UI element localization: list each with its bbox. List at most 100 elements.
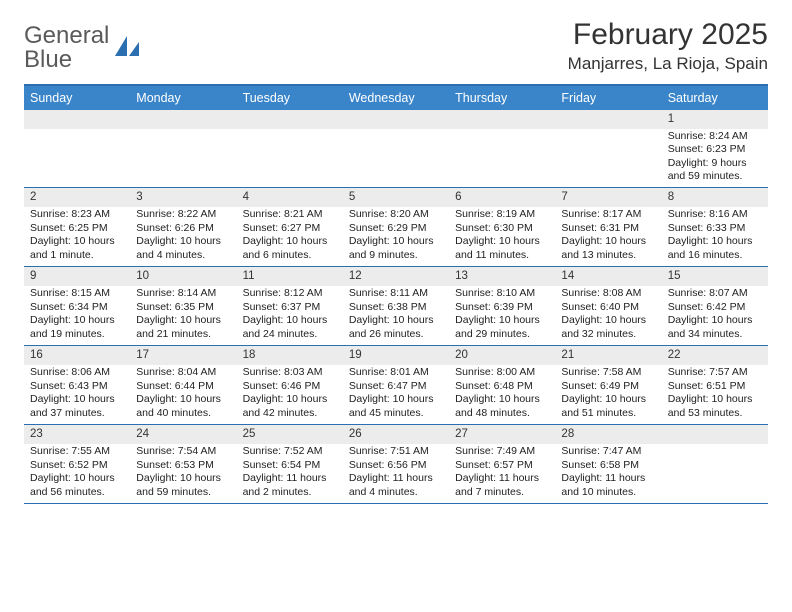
sunrise-line: Sunrise: 8:01 AM [349,366,443,379]
daylight-line: Daylight: 10 hours and 51 minutes. [561,393,655,420]
daylight-line: Daylight: 10 hours and 1 minute. [30,235,124,262]
day-number: 3 [130,188,236,207]
calendar-cell: 21Sunrise: 7:58 AMSunset: 6:49 PMDayligh… [555,346,661,424]
day-info: Sunrise: 8:10 AMSunset: 6:39 PMDaylight:… [449,286,555,345]
day-info: Sunrise: 8:17 AMSunset: 6:31 PMDaylight:… [555,207,661,266]
sunrise-line: Sunrise: 8:23 AM [30,208,124,221]
sunset-line: Sunset: 6:49 PM [561,380,655,393]
sunrise-line: Sunrise: 8:19 AM [455,208,549,221]
day-info: Sunrise: 8:07 AMSunset: 6:42 PMDaylight:… [662,286,768,345]
day-header: Thursday [449,86,555,110]
sunset-line: Sunset: 6:46 PM [243,380,337,393]
sunrise-line: Sunrise: 8:08 AM [561,287,655,300]
calendar-cell: 11Sunrise: 8:12 AMSunset: 6:37 PMDayligh… [237,267,343,345]
day-header: Wednesday [343,86,449,110]
sunrise-line: Sunrise: 7:51 AM [349,445,443,458]
calendar-cell: 13Sunrise: 8:10 AMSunset: 6:39 PMDayligh… [449,267,555,345]
sunset-line: Sunset: 6:43 PM [30,380,124,393]
brand-line2: Blue [24,48,109,72]
calendar-cell: 2Sunrise: 8:23 AMSunset: 6:25 PMDaylight… [24,188,130,266]
day-number-empty [662,425,768,444]
day-number: 9 [24,267,130,286]
calendar-cell [130,110,236,187]
day-info: Sunrise: 8:20 AMSunset: 6:29 PMDaylight:… [343,207,449,266]
day-info: Sunrise: 8:19 AMSunset: 6:30 PMDaylight:… [449,207,555,266]
sunset-line: Sunset: 6:27 PM [243,222,337,235]
day-info: Sunrise: 8:04 AMSunset: 6:44 PMDaylight:… [130,365,236,424]
calendar-cell [237,110,343,187]
sunrise-line: Sunrise: 8:20 AM [349,208,443,221]
day-info: Sunrise: 8:14 AMSunset: 6:35 PMDaylight:… [130,286,236,345]
sunset-line: Sunset: 6:52 PM [30,459,124,472]
day-info: Sunrise: 8:12 AMSunset: 6:37 PMDaylight:… [237,286,343,345]
sunrise-line: Sunrise: 8:14 AM [136,287,230,300]
calendar-cell: 26Sunrise: 7:51 AMSunset: 6:56 PMDayligh… [343,425,449,503]
sunset-line: Sunset: 6:53 PM [136,459,230,472]
sunset-line: Sunset: 6:38 PM [349,301,443,314]
calendar-cell: 15Sunrise: 8:07 AMSunset: 6:42 PMDayligh… [662,267,768,345]
daylight-line: Daylight: 10 hours and 13 minutes. [561,235,655,262]
day-info: Sunrise: 7:54 AMSunset: 6:53 PMDaylight:… [130,444,236,503]
sunrise-line: Sunrise: 8:04 AM [136,366,230,379]
sunset-line: Sunset: 6:54 PM [243,459,337,472]
day-header-row: SundayMondayTuesdayWednesdayThursdayFrid… [24,86,768,110]
calendar-cell: 7Sunrise: 8:17 AMSunset: 6:31 PMDaylight… [555,188,661,266]
day-number: 23 [24,425,130,444]
sunrise-line: Sunrise: 7:49 AM [455,445,549,458]
sunset-line: Sunset: 6:29 PM [349,222,443,235]
calendar-week: 2Sunrise: 8:23 AMSunset: 6:25 PMDaylight… [24,188,768,267]
sunrise-line: Sunrise: 7:57 AM [668,366,762,379]
day-number: 28 [555,425,661,444]
brand-line1: General [24,24,109,48]
sunrise-line: Sunrise: 8:24 AM [668,130,762,143]
daylight-line: Daylight: 10 hours and 6 minutes. [243,235,337,262]
sunset-line: Sunset: 6:25 PM [30,222,124,235]
daylight-line: Daylight: 11 hours and 7 minutes. [455,472,549,499]
day-number-empty [555,110,661,129]
sunrise-line: Sunrise: 7:55 AM [30,445,124,458]
daylight-line: Daylight: 10 hours and 53 minutes. [668,393,762,420]
sunset-line: Sunset: 6:31 PM [561,222,655,235]
calendar-cell [555,110,661,187]
sunset-line: Sunset: 6:35 PM [136,301,230,314]
sunset-line: Sunset: 6:23 PM [668,143,762,156]
sunrise-line: Sunrise: 8:03 AM [243,366,337,379]
day-number: 16 [24,346,130,365]
day-number-empty [24,110,130,129]
sunrise-line: Sunrise: 8:17 AM [561,208,655,221]
day-info: Sunrise: 8:00 AMSunset: 6:48 PMDaylight:… [449,365,555,424]
calendar-cell: 27Sunrise: 7:49 AMSunset: 6:57 PMDayligh… [449,425,555,503]
calendar-cell [662,425,768,503]
day-header: Tuesday [237,86,343,110]
daylight-line: Daylight: 9 hours and 59 minutes. [668,157,762,184]
calendar-cell: 28Sunrise: 7:47 AMSunset: 6:58 PMDayligh… [555,425,661,503]
sunrise-line: Sunrise: 8:00 AM [455,366,549,379]
day-header: Friday [555,86,661,110]
day-number: 17 [130,346,236,365]
daylight-line: Daylight: 10 hours and 32 minutes. [561,314,655,341]
day-info: Sunrise: 8:16 AMSunset: 6:33 PMDaylight:… [662,207,768,266]
daylight-line: Daylight: 10 hours and 45 minutes. [349,393,443,420]
calendar-cell [449,110,555,187]
sunset-line: Sunset: 6:30 PM [455,222,549,235]
day-info: Sunrise: 7:58 AMSunset: 6:49 PMDaylight:… [555,365,661,424]
daylight-line: Daylight: 10 hours and 29 minutes. [455,314,549,341]
daylight-line: Daylight: 11 hours and 10 minutes. [561,472,655,499]
daylight-line: Daylight: 10 hours and 4 minutes. [136,235,230,262]
sunset-line: Sunset: 6:37 PM [243,301,337,314]
day-info: Sunrise: 7:57 AMSunset: 6:51 PMDaylight:… [662,365,768,424]
day-info: Sunrise: 7:47 AMSunset: 6:58 PMDaylight:… [555,444,661,503]
day-info: Sunrise: 8:23 AMSunset: 6:25 PMDaylight:… [24,207,130,266]
day-number: 27 [449,425,555,444]
day-header: Sunday [24,86,130,110]
day-header: Monday [130,86,236,110]
day-info: Sunrise: 8:24 AMSunset: 6:23 PMDaylight:… [662,129,768,188]
day-info: Sunrise: 8:21 AMSunset: 6:27 PMDaylight:… [237,207,343,266]
day-number: 20 [449,346,555,365]
calendar-week: 23Sunrise: 7:55 AMSunset: 6:52 PMDayligh… [24,425,768,504]
month-title: February 2025 [568,18,768,52]
day-info: Sunrise: 7:55 AMSunset: 6:52 PMDaylight:… [24,444,130,503]
calendar-cell: 10Sunrise: 8:14 AMSunset: 6:35 PMDayligh… [130,267,236,345]
day-number-empty [343,110,449,129]
sunrise-line: Sunrise: 8:06 AM [30,366,124,379]
